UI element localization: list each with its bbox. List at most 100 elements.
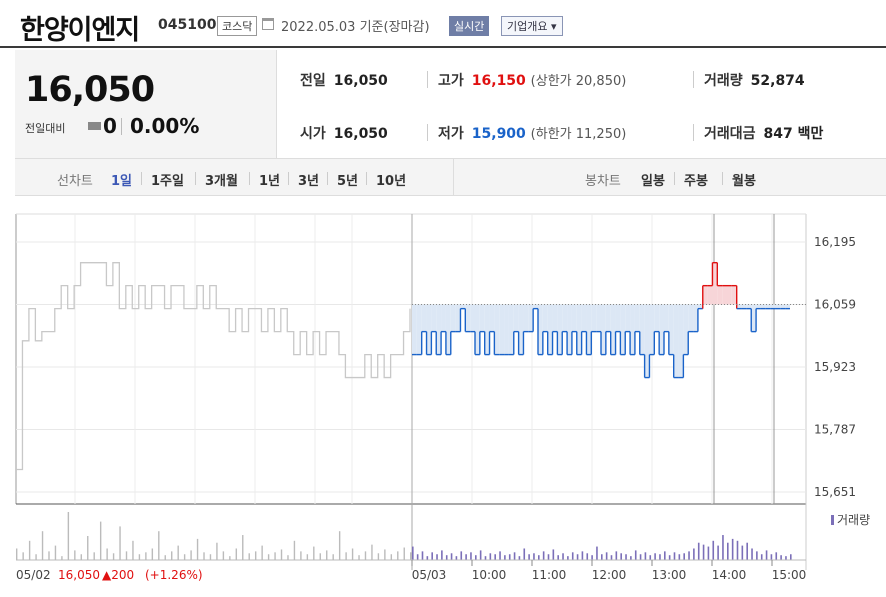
volume-bar xyxy=(445,555,448,560)
area-below-prev-close xyxy=(479,304,485,332)
x-tick-label: 10:00 xyxy=(472,568,507,582)
prev-close-label: 전일 xyxy=(300,73,326,89)
volume-bar xyxy=(145,552,147,560)
area-below-prev-close xyxy=(450,304,456,332)
area-below-prev-close xyxy=(596,304,601,332)
volume-bar xyxy=(151,548,154,560)
volume-bar xyxy=(610,555,613,560)
area-above-prev-close xyxy=(717,285,723,305)
area-below-prev-close xyxy=(775,304,781,309)
amount-label: 거래대금 xyxy=(704,126,756,142)
volume-bar xyxy=(119,526,121,560)
volume-cell: 거래량 52,874 xyxy=(704,70,805,90)
tab-daily-candle[interactable]: 일봉 xyxy=(641,174,665,189)
low-value: 15,900 xyxy=(471,126,526,142)
volume-bar xyxy=(571,552,574,560)
divider xyxy=(674,172,675,185)
area-below-prev-close xyxy=(547,304,553,355)
area-below-prev-close xyxy=(557,304,563,355)
upper-limit: (상한가 20,850) xyxy=(530,74,627,89)
volume-bar xyxy=(702,544,705,560)
volume-label: 거래량 xyxy=(704,73,743,89)
area-below-prev-close xyxy=(630,304,635,355)
area-below-prev-close xyxy=(746,304,752,309)
volume-bar xyxy=(479,550,482,560)
volume-bar xyxy=(562,553,564,560)
tab-weekly-candle[interactable]: 주봉 xyxy=(684,174,708,189)
volume-bar xyxy=(455,556,458,560)
area-below-prev-close xyxy=(673,304,679,378)
market-badge: 코스닥 xyxy=(217,16,258,36)
area-below-prev-close xyxy=(445,304,451,355)
divider xyxy=(722,172,723,185)
volume-bar xyxy=(421,551,424,560)
volume-bar xyxy=(460,551,463,560)
date-value: 2022.05.03 xyxy=(281,20,356,35)
tab-1day[interactable]: 1일 xyxy=(111,174,133,189)
area-below-prev-close xyxy=(470,304,475,332)
volume-bar xyxy=(741,545,744,560)
volume-bar xyxy=(654,553,656,560)
tab-10years[interactable]: 10년 xyxy=(376,174,407,189)
volume-bar xyxy=(785,556,787,560)
change-label: 전일대비 xyxy=(25,122,66,135)
divider xyxy=(249,172,250,185)
area-below-prev-close xyxy=(518,304,524,355)
volume-bar xyxy=(80,554,82,560)
area-below-prev-close xyxy=(785,304,790,309)
volume-bar xyxy=(790,554,792,560)
area-below-prev-close xyxy=(523,304,529,332)
volume-bar xyxy=(581,551,584,560)
volume-bar xyxy=(306,554,309,560)
area-below-prev-close xyxy=(421,304,427,332)
prev-change: ▲200 xyxy=(102,568,134,582)
high-label: 고가 xyxy=(438,73,464,89)
area-below-prev-close xyxy=(659,304,664,355)
area-below-prev-close xyxy=(688,304,694,332)
volume-bar xyxy=(634,550,637,560)
area-above-prev-close xyxy=(707,285,713,305)
candle-chart-label: 봉차트 xyxy=(585,174,621,189)
tab-5years[interactable]: 5년 xyxy=(337,174,359,189)
volume-bar xyxy=(364,551,367,560)
volume-bar xyxy=(756,551,758,560)
volume-bar xyxy=(475,555,477,560)
prev-close-price: 16,050 xyxy=(58,568,100,582)
area-below-prev-close xyxy=(697,304,703,309)
volume-bar xyxy=(775,552,778,560)
volume-bar xyxy=(664,551,666,560)
volume-bar xyxy=(158,531,160,560)
volume-bar xyxy=(390,554,393,560)
volume-bar xyxy=(300,551,302,560)
tab-1week[interactable]: 1주일 xyxy=(151,174,184,189)
volume-bar xyxy=(707,546,710,560)
company-overview-dropdown[interactable]: 기업개요 ▾ xyxy=(501,16,563,36)
y-tick-label: 15,787 xyxy=(814,423,856,437)
chart-grid xyxy=(15,213,807,570)
volume-bar xyxy=(518,556,521,560)
volume-bar xyxy=(450,553,453,560)
volume-bar xyxy=(547,554,550,560)
volume-bar xyxy=(358,555,360,560)
area-below-prev-close xyxy=(499,304,505,355)
prev-close-value: 16,050 xyxy=(333,73,388,89)
area-below-prev-close xyxy=(552,304,558,332)
line-chart-label: 선차트 xyxy=(57,174,93,189)
tab-3years[interactable]: 3년 xyxy=(298,174,320,189)
area-below-prev-close xyxy=(576,304,582,355)
volume-bar xyxy=(196,538,199,560)
tab-monthly-candle[interactable]: 월봉 xyxy=(732,174,756,189)
high-cell: 고가 16,150 (상한가 20,850) xyxy=(438,70,626,90)
area-below-prev-close xyxy=(586,304,592,355)
amount-cell: 거래대금 847 백만 xyxy=(704,123,823,143)
volume-bar xyxy=(222,551,225,560)
area-below-prev-close xyxy=(562,304,568,332)
volume-bar xyxy=(751,548,753,560)
volume-bar xyxy=(615,551,618,560)
realtime-button[interactable]: 실시간 xyxy=(449,16,490,36)
tab-1year[interactable]: 1년 xyxy=(259,174,281,189)
volume-bar xyxy=(484,556,487,560)
tab-3months[interactable]: 3개월 xyxy=(205,174,238,189)
area-below-prev-close xyxy=(426,304,432,355)
